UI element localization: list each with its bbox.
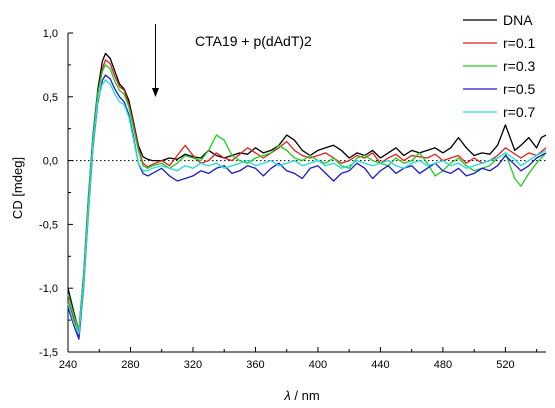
y-tick-label: 0,5 bbox=[43, 92, 58, 104]
x-tick-label: 320 bbox=[184, 359, 202, 371]
legend-label: r=0.1 bbox=[503, 35, 536, 51]
series-layer bbox=[67, 52, 547, 340]
x-tick-label: 240 bbox=[59, 359, 77, 371]
axes: -1,5 -1,0 -0,5 0,0 0,5 1,0 240 280 320 360 400 440 4… bbox=[39, 28, 546, 371]
x-axis-label: λ / nm bbox=[283, 388, 319, 403]
x-axis-label-symbol: λ bbox=[283, 388, 290, 403]
y-tick-label: -1,0 bbox=[39, 283, 58, 295]
series-line-DNA bbox=[67, 52, 547, 331]
y-tick-label: -0,5 bbox=[39, 219, 58, 231]
x-tick-label: 480 bbox=[434, 359, 452, 371]
chart-title: CTA19 + p(dAdT)2 bbox=[195, 33, 312, 49]
legend-label: DNA bbox=[503, 12, 533, 28]
x-axis-label-unit: / nm bbox=[291, 388, 320, 403]
series-line-r01 bbox=[67, 59, 547, 338]
y-tick-label: 0,0 bbox=[43, 156, 58, 168]
legend-label: r=0.3 bbox=[503, 58, 536, 74]
y-axis-label: CD [mdeg] bbox=[10, 157, 25, 219]
series-line-r07 bbox=[67, 79, 547, 335]
x-tick-label: 440 bbox=[371, 359, 389, 371]
y-tick-label: -1,5 bbox=[39, 347, 58, 359]
series-line-r05 bbox=[67, 74, 547, 340]
arrow-head bbox=[151, 88, 159, 97]
series-line-r03 bbox=[67, 64, 547, 330]
x-tick-label: 520 bbox=[496, 359, 514, 371]
legend-label: r=0.5 bbox=[503, 81, 536, 97]
legend-label: r=0.7 bbox=[503, 104, 536, 120]
axis-labels: CD [mdeg] λ / nm bbox=[10, 157, 320, 403]
x-tick-label: 360 bbox=[246, 359, 264, 371]
y-tick-label: 1,0 bbox=[43, 28, 58, 40]
annotation-layer: CTA19 + p(dAdT)2 bbox=[151, 24, 312, 97]
x-tick-label: 280 bbox=[121, 359, 139, 371]
x-tick-label: 400 bbox=[309, 359, 327, 371]
legend: DNA r=0.1 r=0.3 r=0.5 r=0.7 bbox=[463, 12, 536, 120]
